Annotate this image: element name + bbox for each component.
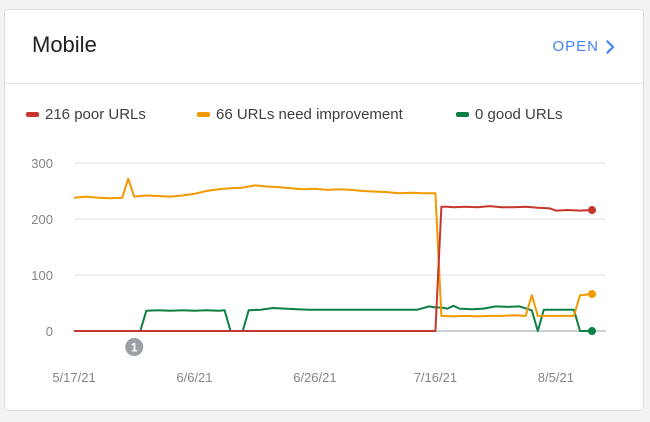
series-end-point	[588, 290, 596, 299]
mobile-report-card: Mobile OPEN 216 poor URLs 66 URLs need i…	[4, 9, 644, 411]
x-tick-label: 8/5/21	[538, 370, 574, 385]
annotation-marker	[125, 338, 144, 356]
legend-item-good[interactable]: 0 good URLs	[456, 106, 563, 123]
x-tick-label: 5/17/21	[52, 370, 95, 385]
chevron-right-icon	[606, 39, 615, 54]
card-header: Mobile OPEN	[5, 10, 643, 84]
card-title: Mobile	[32, 32, 97, 57]
legend-swatch-poor	[26, 112, 39, 117]
legend-label-good: 0 good URLs	[475, 106, 563, 123]
y-tick-label: 0	[46, 324, 53, 339]
series-line	[74, 304, 592, 332]
x-tick-label: 6/26/21	[293, 370, 336, 385]
legend-label-need-improvement: 66 URLs need improvement	[216, 106, 403, 123]
y-tick-label: 200	[31, 212, 53, 227]
x-tick-label: 6/6/21	[176, 370, 212, 385]
series-line	[73, 177, 593, 318]
url-status-line-chart: 0 100 200 300 5/17/21 6/6/21 6/26/21 7/16/21 8/5…	[31, 156, 606, 385]
annotation-label: 1	[131, 341, 138, 355]
legend-swatch-need-improvement	[197, 112, 210, 117]
series-end-point	[588, 327, 596, 335]
legend-item-need-improvement[interactable]: 66 URLs need improvement	[197, 106, 403, 123]
open-button-label: OPEN	[552, 38, 599, 55]
y-tick-label: 100	[31, 268, 53, 283]
legend-label-poor: 216 poor URLs	[45, 106, 146, 123]
chart-legend: 216 poor URLs 66 URLs need improvement 0…	[5, 106, 643, 126]
series-line	[74, 205, 593, 332]
open-button[interactable]: OPEN	[552, 38, 615, 55]
y-tick-label: 300	[31, 156, 53, 171]
legend-item-poor[interactable]: 216 poor URLs	[26, 106, 146, 123]
x-tick-label: 7/16/21	[414, 370, 457, 385]
legend-swatch-good	[456, 112, 469, 117]
series-end-point	[588, 206, 596, 215]
